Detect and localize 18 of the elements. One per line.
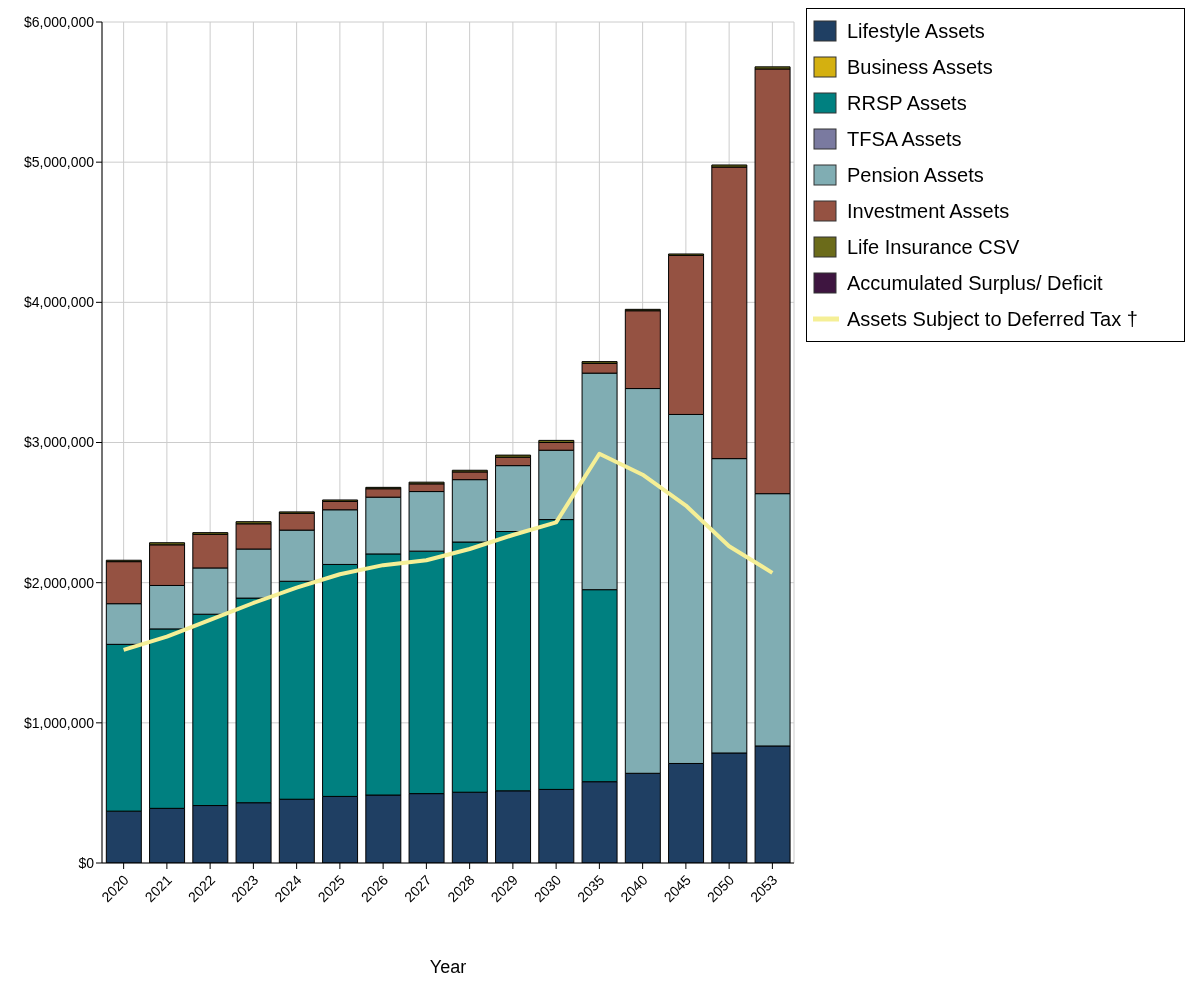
- line-series: [121, 451, 775, 652]
- legend-label: Investment Assets: [847, 199, 1010, 224]
- legend-label: TFSA Assets: [847, 127, 962, 152]
- y-tick-label: $2,000,000: [23, 574, 95, 591]
- y-tick-label: $4,000,000: [23, 294, 95, 311]
- y-tick-label: $1,000,000: [23, 714, 95, 731]
- legend-label: Life Insurance CSV: [847, 235, 1020, 260]
- y-tick-label: $5,000,000: [23, 154, 95, 171]
- legend-label: Business Assets: [847, 55, 993, 80]
- legend-label: RRSP Assets: [847, 91, 967, 116]
- y-tick-label: $3,000,000: [23, 434, 95, 451]
- legend-label: Pension Assets: [847, 163, 984, 188]
- legend-label: Lifestyle Assets: [847, 19, 985, 44]
- x-axis-title: Year: [429, 957, 467, 977]
- legend-label: Accumulated Surplus/ Deficit: [847, 271, 1103, 296]
- y-tick-label: $6,000,000: [23, 13, 95, 30]
- legend-label: Assets Subject to Deferred Tax †: [847, 307, 1138, 332]
- y-tick-label: $0: [78, 854, 95, 871]
